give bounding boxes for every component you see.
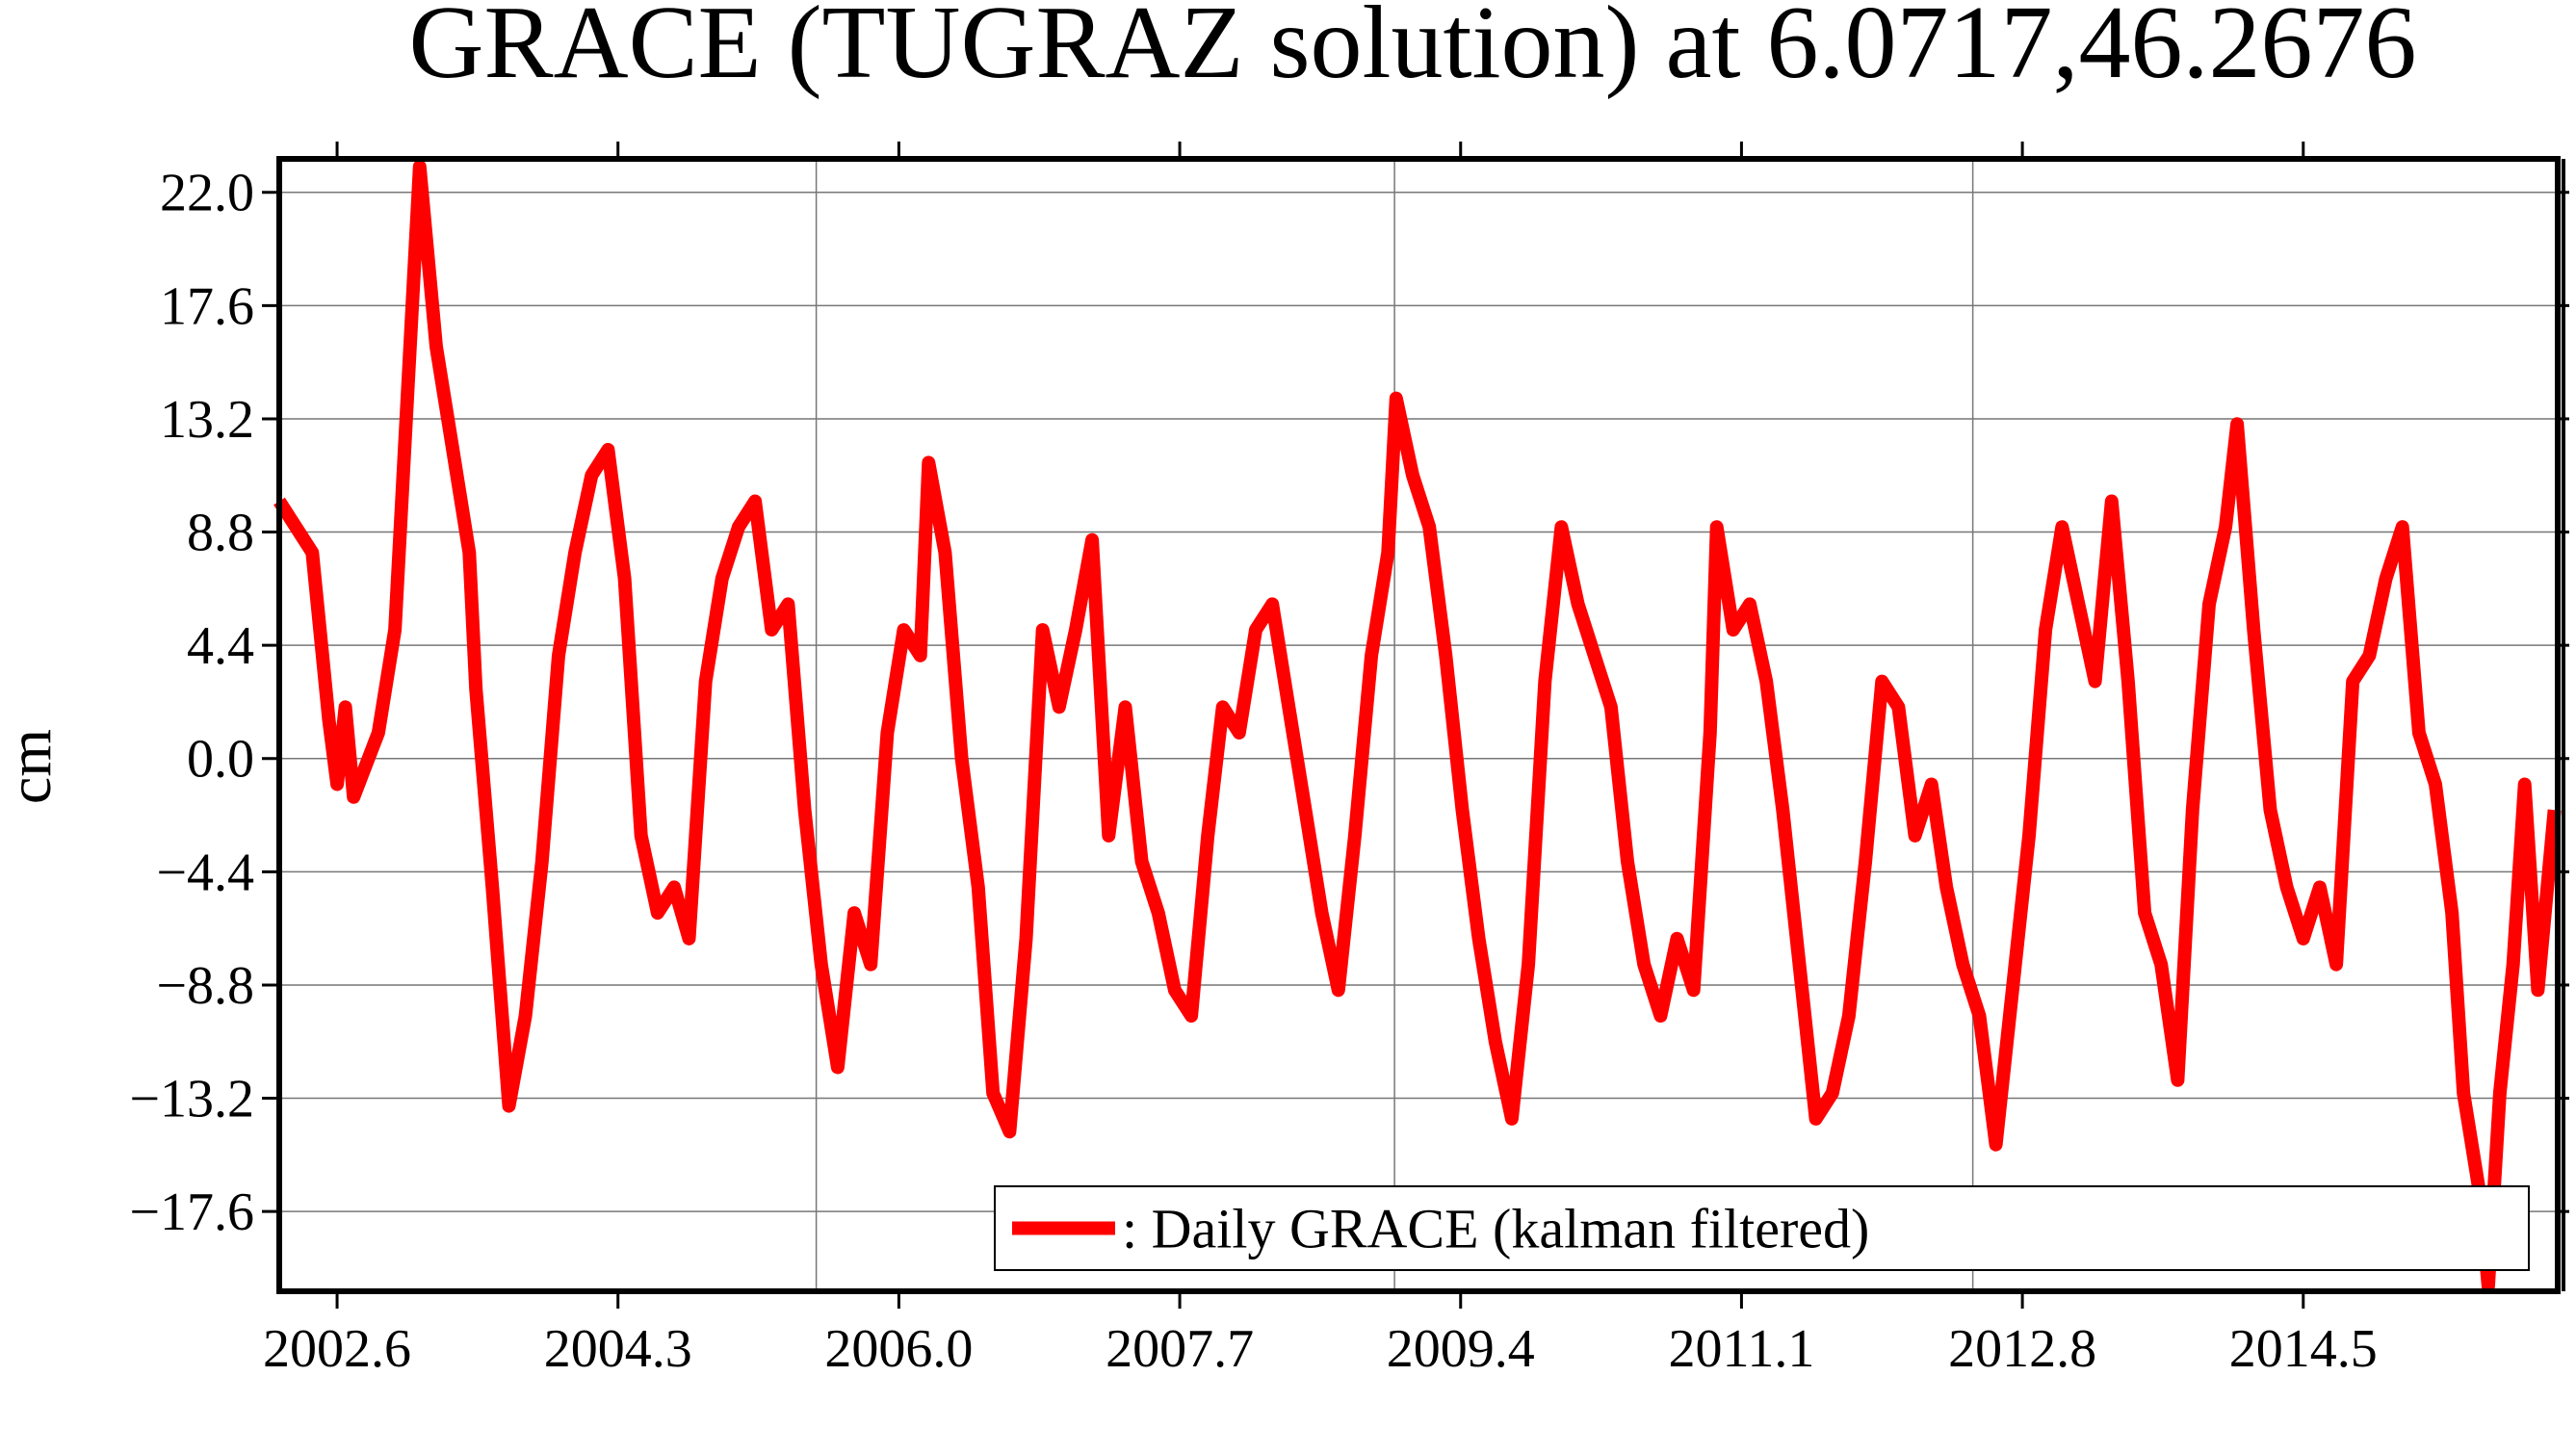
x-tick-label: 2004.3 <box>544 1319 692 1379</box>
x-tick-label: 2011.1 <box>1668 1319 1814 1379</box>
y-tick-label: 22.0 <box>160 164 254 223</box>
y-tick-label: 13.2 <box>160 390 254 450</box>
y-tick-label: −4.4 <box>156 843 254 902</box>
x-tick-label: 2014.5 <box>2229 1319 2378 1379</box>
chart-title: GRACE (TUGRAZ solution) at 6.0717,46.267… <box>409 0 2417 100</box>
legend-label: : Daily GRACE (kalman filtered) <box>1122 1198 1869 1260</box>
y-tick-label: −17.6 <box>129 1182 254 1242</box>
plot-frame <box>276 156 2561 1294</box>
y-tick-label: −8.8 <box>156 956 254 1016</box>
y-tick-label: 0.0 <box>187 730 254 790</box>
x-tick-label: 2009.4 <box>1387 1319 1535 1379</box>
x-tick-label: 2007.7 <box>1106 1319 1254 1379</box>
data-line <box>273 160 2562 1293</box>
y-axis-label: cm <box>0 729 64 804</box>
x-tick-label: 2006.0 <box>824 1319 973 1379</box>
y-tick-label: −13.2 <box>129 1070 254 1129</box>
y-tick-label: 4.4 <box>187 616 254 676</box>
y-tick-label: 8.8 <box>187 504 254 563</box>
x-tick-label: 2012.8 <box>1948 1319 2096 1379</box>
x-tick-label: 2002.6 <box>263 1319 411 1379</box>
legend-box <box>994 1185 2530 1271</box>
y-tick-label: 17.6 <box>160 276 254 336</box>
